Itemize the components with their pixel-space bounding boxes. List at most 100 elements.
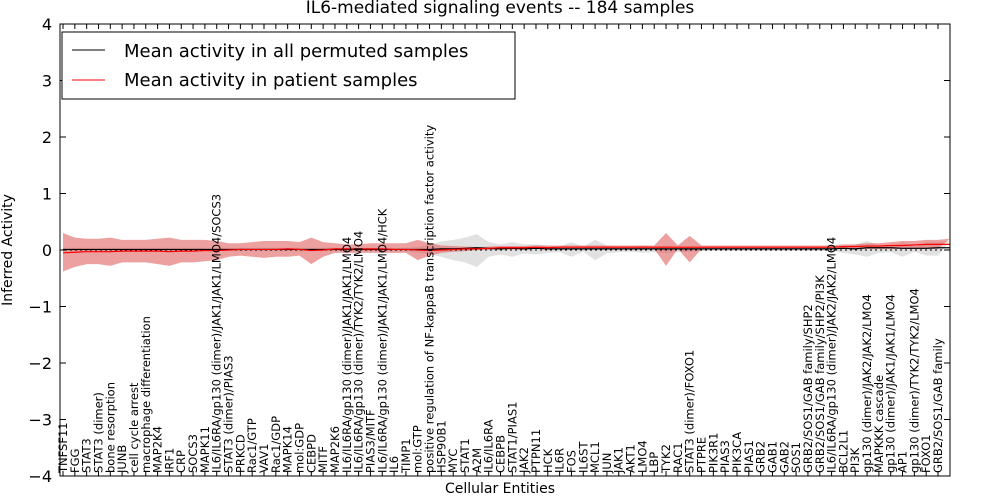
y-tick-label: 0 [42, 241, 52, 260]
x-tick-label: IL6/IL6RA [482, 419, 496, 473]
x-tick-label: HSP90B1 [434, 420, 448, 473]
x-tick-label: TIMP1 [399, 438, 413, 474]
x-tick-label: JAK2 [517, 447, 531, 474]
x-tick-label: GAB1 [765, 441, 779, 473]
x-tick-label: STAT3 (dimer)/FOXO1 [683, 350, 697, 473]
x-tick-label: Rac1/GDP [269, 416, 283, 473]
x-tick-label: IL6/IL6RA/gp130 (dimer)/TYK2/TYK2/LMO4 [352, 231, 366, 473]
x-tick-label: mol:GDP [292, 423, 306, 473]
x-tick-label: LMO4 [635, 440, 649, 473]
series-line-permuted [63, 247, 950, 251]
x-tick-label: FOS [564, 450, 578, 473]
x-tick-label: mol:GTP [411, 425, 425, 473]
x-tick-label: MCL1 [588, 441, 602, 473]
x-tick-label: IL6R [553, 448, 567, 473]
x-tick-label: PI3K [848, 447, 862, 473]
y-tick-label: −3 [28, 411, 52, 430]
y-axis-ticks: −4 −3 −2 −1 0 1 2 3 4 [28, 15, 950, 486]
x-tick-label: SOCS3 [186, 434, 200, 473]
x-axis-label: Cellular Entities [445, 481, 555, 497]
confidence-band-patient [63, 233, 950, 272]
confidence-band-permuted [63, 234, 950, 267]
legend: Mean activity in all permuted samples Me… [61, 31, 516, 100]
x-tick-label: PTPRE [695, 437, 709, 473]
legend-label-patient: Mean activity in patient samples [124, 70, 418, 91]
x-tick-label: STAT3 (dimer)/PIAS3 [222, 355, 236, 473]
confidence-bands [63, 233, 950, 272]
x-tick-label: FOXO1 [919, 435, 933, 473]
x-tick-label: MITF [316, 446, 330, 473]
y-tick-label: −4 [28, 467, 52, 486]
x-tick-label: PIAS3/MITF [363, 409, 377, 473]
y-tick-label: −2 [28, 354, 52, 373]
x-tick-label: IL6/IL6RA/gp130 (dimer)/JAK2/JAK2/LMO4 [825, 237, 839, 473]
chart-title: IL6-mediated signaling events -- 184 sam… [306, 0, 695, 18]
x-tick-label: GRB2 [754, 441, 768, 473]
legend-box [61, 31, 516, 100]
x-tick-label: CRP [174, 450, 188, 473]
x-tick-label: JAK1 [612, 447, 626, 474]
x-tick-label: gp130 (dimer)/TYK2/TYK2/LMO4 [907, 288, 921, 473]
x-tick-label: GRB2/SOS1/GAB family [931, 338, 945, 473]
x-tick-label: PIK3R1 [706, 433, 720, 474]
legend-label-permuted: Mean activity in all permuted samples [124, 41, 468, 62]
x-tick-label: AKT1 [624, 444, 638, 473]
x-tick-label: GAB2 [777, 441, 791, 473]
x-tick-label: MAP2K6 [328, 426, 342, 473]
x-tick-label: STAT1/PIAS1 [505, 402, 519, 473]
x-tick-label: JUNB [115, 445, 129, 474]
y-tick-label: 3 [42, 72, 52, 91]
x-tick-label: HCK [541, 448, 555, 473]
x-tick-label: STAT3 (dimer) [91, 392, 105, 473]
y-tick-label: 1 [42, 185, 52, 204]
x-tick-label: PRKCD [233, 434, 247, 473]
x-tick-label: PIK3CA [730, 432, 744, 473]
x-tick-label: IRF1 [162, 448, 176, 473]
x-tick-label: IL6ST [576, 441, 590, 473]
x-tick-label: gp130 (dimer)/JAK2/JAK2/LMO4 [860, 294, 874, 473]
x-tick-label: GRB2/SOS1/GAB family/SHP2/PI3K [813, 275, 827, 473]
series-lines [62, 243, 950, 254]
x-tick-label: VAV1 [257, 444, 271, 473]
x-tick-label: IL6 [387, 456, 401, 473]
x-tick-label: AP1 [896, 451, 910, 473]
y-tick-label: 2 [42, 128, 52, 147]
x-tick-label: bone resorption [103, 382, 117, 473]
x-tick-label: Rac1/GTP [245, 418, 259, 473]
x-tick-label: JUN [600, 453, 614, 474]
x-tick-label: IL6/IL6RA/gp130 (dimer)/JAK1/JAK1/LMO4/H… [375, 208, 389, 473]
x-tick-label: STAT3 [80, 438, 94, 473]
x-tick-label: SOS1 [789, 442, 803, 473]
x-tick-label: LBP [647, 452, 661, 473]
x-tick-label: A2M [470, 448, 484, 473]
plot-frame [59, 23, 951, 477]
x-tick-label: IL6/IL6RA/gp130 (dimer)/JAK1/JAK1/LMO4/S… [210, 194, 224, 473]
x-tick-label: MAPK14 [281, 426, 295, 473]
x-tick-label: IL6/IL6RA/gp130 (dimer)/JAK1/JAK1/LMO4 [340, 237, 354, 473]
x-tick-label: MYC [446, 449, 460, 473]
x-tick-label: RAC1 [671, 442, 685, 473]
x-tick-label: MAPK11 [198, 426, 212, 473]
x-tick-label: macrophage differentiation [139, 316, 153, 473]
x-tick-label: PTPN11 [529, 429, 543, 473]
x-tick-label: gp130 (dimer)/JAK1/JAK1/LMO4 [884, 294, 898, 473]
x-tick-label: MAPKKK cascade [872, 375, 886, 473]
x-tick-label: cell cycle arrest [127, 382, 141, 473]
y-tick-label: 4 [42, 15, 52, 34]
x-tick-label: MAP2K4 [151, 426, 165, 473]
x-tick-label: FGG [68, 449, 82, 473]
x-tick-label: GRB2/SOS1/GAB family/SHP2 [801, 304, 815, 473]
y-tick-label: −1 [28, 298, 52, 317]
x-tick-label: CEBPD [304, 434, 318, 473]
x-tick-label: positive regulation of NF-kappaB transcr… [423, 125, 437, 473]
y-axis-label: Inferred Activity [0, 194, 16, 306]
x-tick-label: CEBPB [494, 435, 508, 473]
x-tick-label: BCL2L1 [836, 430, 850, 473]
series-line-patient [62, 243, 950, 254]
x-tick-label: PIAS3 [718, 440, 732, 473]
x-tick-label: TYK2 [659, 444, 673, 474]
x-tick-label: PIAS1 [742, 440, 756, 473]
x-tick-label: STAT1 [458, 438, 472, 473]
